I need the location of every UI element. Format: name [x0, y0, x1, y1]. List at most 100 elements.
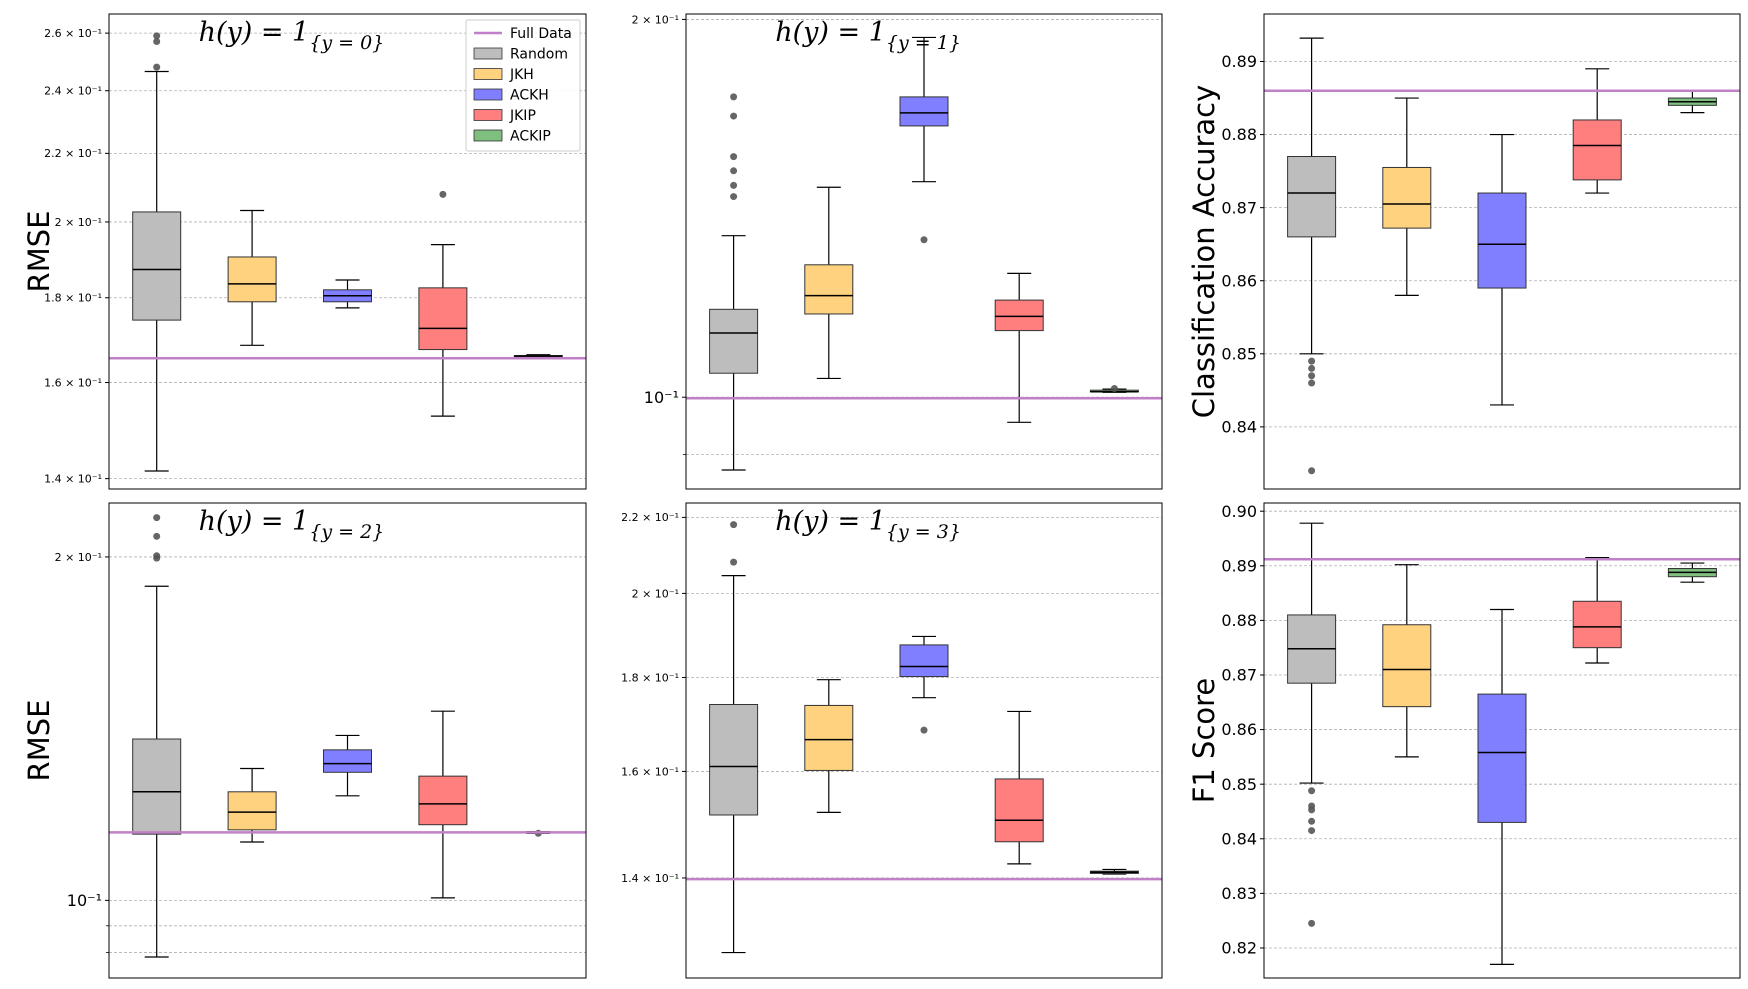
outlier-point	[730, 167, 738, 175]
box-jkh	[227, 209, 277, 346]
outlier-point	[730, 558, 738, 566]
box-iqr	[1477, 192, 1527, 289]
outlier-point	[920, 726, 928, 734]
legend-entry-ackh: ACKH	[473, 88, 549, 104]
box-iqr	[709, 308, 759, 374]
outlier-point	[1308, 379, 1316, 387]
box-jkh	[1382, 97, 1432, 296]
box-iqr	[994, 778, 1044, 843]
y-tick-label: 0.88	[1221, 125, 1257, 144]
legend-label: ACKH	[510, 88, 549, 104]
outlier-point	[1308, 372, 1316, 380]
legend-label: Random	[510, 47, 568, 63]
y-tick-label: 1.8 × 10⁻¹	[621, 671, 679, 684]
box-iqr	[804, 264, 854, 315]
outlier-point	[153, 532, 161, 540]
y-tick-label: 2.2 × 10⁻¹	[44, 147, 102, 160]
box-ackh	[323, 734, 372, 797]
box-ackip	[1667, 562, 1717, 583]
y-tick-label: 0.83	[1221, 884, 1257, 903]
box-ackh	[1477, 608, 1527, 965]
y-axis-label: Classification Accuracy	[1187, 85, 1221, 419]
y-tick-label: 10⁻¹	[644, 388, 679, 407]
axes-frame	[108, 13, 587, 490]
y-tick-label: 1.6 × 10⁻¹	[44, 376, 102, 389]
box-jkh	[1382, 564, 1432, 758]
y-axis-label: RMSE	[22, 700, 56, 782]
outlier-point	[1308, 919, 1316, 927]
y-tick-label: 0.85	[1221, 775, 1257, 794]
box-ackip	[1089, 868, 1139, 875]
axes-frame	[1263, 502, 1741, 979]
y-tick-label: 0.88	[1221, 611, 1257, 630]
box-iqr	[1382, 624, 1432, 708]
outlier-point	[730, 181, 738, 189]
box-iqr	[1572, 119, 1622, 181]
y-tick-label: 0.89	[1221, 52, 1257, 71]
panel-p1: 1.4 × 10⁻¹ 1.6 × 10⁻¹ 1.8 × 10⁻¹ 2 × 10⁻¹ 2.…	[22, 13, 587, 490]
box-iqr	[1382, 166, 1432, 229]
legend-entry-full-data: Full Data	[474, 26, 572, 42]
axes-frame	[685, 502, 1163, 979]
box-iqr	[1572, 600, 1622, 649]
box-iqr	[418, 287, 468, 351]
outlier-point	[153, 554, 161, 562]
y-tick-label: 1.4 × 10⁻¹	[44, 472, 102, 485]
legend-label: Full Data	[510, 26, 572, 42]
panel-title-main: h(y) = 1	[775, 506, 886, 537]
outlier-point	[1308, 817, 1316, 825]
outlier-point	[730, 193, 738, 201]
y-tick-label: 2 × 10⁻¹	[632, 13, 679, 26]
panel-p4: 10⁻¹ 2 × 10⁻¹ h(y) = 1{y = 2} RMSE	[22, 502, 587, 979]
panel-title-main: h(y) = 1	[199, 17, 310, 48]
panel-title: h(y) = 1{y = 3}	[775, 506, 961, 543]
y-tick-label: 0.84	[1221, 829, 1257, 848]
y-tick-label: 1.6 × 10⁻¹	[621, 765, 679, 778]
outlier-point	[1110, 385, 1118, 393]
box-jkip	[994, 710, 1044, 865]
outlier-point	[1308, 467, 1316, 475]
axes-frame	[685, 13, 1163, 490]
legend-label: JKIP	[509, 108, 536, 124]
y-tick-label: 2.4 × 10⁻¹	[44, 85, 102, 98]
legend-box-swatch	[473, 109, 503, 121]
outlier-point	[439, 190, 447, 198]
y-tick-label: 2 × 10⁻¹	[55, 216, 102, 229]
legend-entry-ackip: ACKIP	[473, 129, 551, 145]
panel-title: h(y) = 1{y = 1}	[775, 17, 961, 54]
box-ackip	[1089, 385, 1139, 393]
panel-title-subscript: {y = 0}	[309, 32, 384, 54]
y-tick-label: 0.85	[1221, 344, 1257, 363]
box-ackh	[323, 279, 372, 309]
box-random	[1287, 522, 1337, 927]
outlier-point	[153, 514, 161, 522]
box-random	[132, 32, 182, 472]
y-axis-label: RMSE	[22, 211, 56, 293]
panel-title: h(y) = 1{y = 2}	[199, 506, 385, 543]
box-random	[709, 521, 759, 954]
legend-box-swatch	[473, 47, 503, 60]
panel-title-main: h(y) = 1	[199, 506, 310, 537]
panel-title-main: h(y) = 1	[775, 17, 886, 48]
panel-title-subscript: {y = 3}	[886, 521, 961, 543]
box-random	[132, 514, 182, 958]
y-axis-label: F1 Score	[1187, 678, 1221, 804]
box-iqr	[994, 299, 1044, 332]
box-jkh	[804, 186, 854, 380]
outlier-point	[1308, 357, 1316, 365]
y-tick-label: 0.84	[1221, 417, 1257, 436]
box-iqr	[227, 256, 277, 303]
panel-title: h(y) = 1{y = 0}	[199, 17, 385, 54]
y-tick-label: 1.4 × 10⁻¹	[621, 872, 679, 885]
legend-label: JKH	[509, 67, 534, 83]
panel-p6: 0.82 0.83 0.84 0.85 0.86 0.87 0.88 0.89 0.90 F1 S…	[1187, 502, 1741, 979]
box-ackh	[1477, 133, 1527, 406]
outlier-point	[730, 521, 738, 529]
outlier-point	[1308, 364, 1316, 372]
legend-box-swatch	[473, 129, 503, 142]
y-tick-label: 0.89	[1221, 556, 1257, 575]
y-tick-label: 0.86	[1221, 271, 1257, 290]
box-jkip	[1572, 556, 1622, 664]
box-jkip	[418, 190, 468, 417]
box-jkh	[227, 767, 277, 843]
